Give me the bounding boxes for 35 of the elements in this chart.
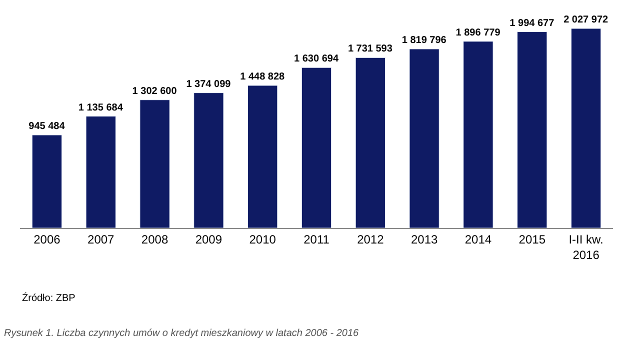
data-label: 1 630 694 [294, 54, 339, 65]
bar [570, 28, 602, 228]
data-label: 1 896 779 [456, 27, 501, 38]
bar [248, 85, 278, 228]
x-tick-label: 2013 [410, 232, 438, 246]
data-label: 1 374 099 [186, 78, 232, 90]
x-tick-label: 2009 [195, 232, 222, 246]
data-label: 1 448 828 [240, 71, 286, 82]
bar [463, 41, 494, 228]
x-tick-label: 2015 [518, 232, 546, 246]
data-label: 1 731 593 [348, 44, 393, 55]
bar [194, 92, 224, 228]
bar [86, 116, 116, 228]
bar [301, 67, 332, 228]
data-label: 1 302 600 [132, 86, 178, 97]
text: Źródło: ZBP [22, 292, 76, 304]
x-tick-label: 2007 [88, 232, 115, 246]
x-tick-label: 2010 [249, 232, 276, 246]
x-tick-label: 2012 [357, 232, 384, 246]
bar [32, 134, 62, 228]
bar [355, 57, 386, 228]
data-label: 1 135 684 [78, 102, 124, 114]
data-label: 2 027 972 [564, 14, 609, 26]
data-label: 945 484 [28, 120, 66, 132]
x-tick-label: 2008 [141, 232, 168, 246]
data-label: 1 819 796 [402, 34, 447, 46]
x-tick-label: I-II kw. 2016 [568, 232, 604, 262]
x-tick-label: 2014 [464, 232, 492, 246]
text: Rysunek 1. Liczba czynnych umów o kredyt mieszkaniowy w latach 2006 - 2016 [4, 328, 360, 339]
bar [409, 48, 440, 228]
x-tick-label: 2011 [304, 232, 330, 246]
x-tick-label: 2006 [34, 232, 61, 246]
bar [517, 32, 548, 228]
bar [140, 100, 170, 228]
data-label: 1 994 677 [510, 18, 555, 29]
